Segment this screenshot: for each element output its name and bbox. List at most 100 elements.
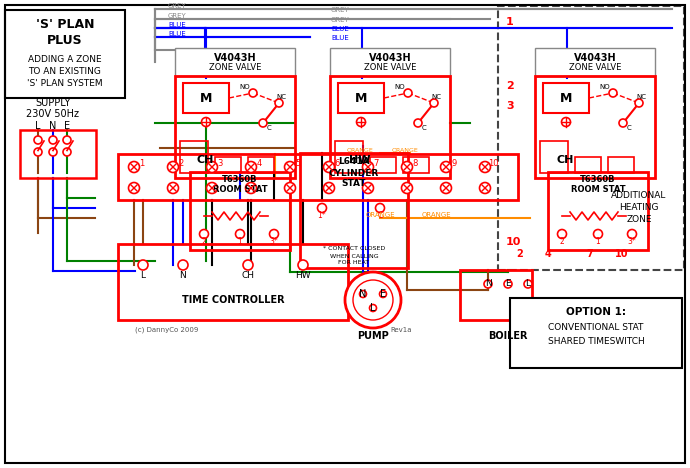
Bar bbox=[300, 153, 408, 268]
Text: 2: 2 bbox=[506, 81, 514, 91]
Text: V4043H: V4043H bbox=[214, 53, 256, 63]
Circle shape bbox=[128, 183, 139, 193]
Bar bbox=[543, 83, 589, 113]
Text: FOR HEAT: FOR HEAT bbox=[338, 261, 370, 265]
Circle shape bbox=[63, 148, 71, 156]
Text: TIME CONTROLLER: TIME CONTROLLER bbox=[181, 295, 284, 305]
Text: T6360B: T6360B bbox=[222, 176, 258, 184]
Circle shape bbox=[259, 119, 267, 127]
Text: V4043H: V4043H bbox=[573, 53, 616, 63]
Circle shape bbox=[34, 148, 42, 156]
Text: 3*: 3* bbox=[270, 237, 278, 247]
Text: 4: 4 bbox=[257, 160, 262, 168]
Text: 'S' PLAN: 'S' PLAN bbox=[36, 17, 95, 30]
Bar bbox=[335, 141, 363, 173]
Bar bbox=[338, 83, 384, 113]
Circle shape bbox=[270, 229, 279, 239]
Bar bbox=[183, 83, 229, 113]
Text: HEATING: HEATING bbox=[619, 203, 659, 212]
Text: 10: 10 bbox=[506, 237, 522, 247]
Bar bbox=[403, 157, 429, 173]
Text: 3: 3 bbox=[506, 101, 513, 111]
Circle shape bbox=[246, 161, 257, 173]
Text: M: M bbox=[355, 92, 367, 104]
Circle shape bbox=[324, 183, 335, 193]
Circle shape bbox=[317, 204, 326, 212]
Text: NC: NC bbox=[431, 94, 441, 100]
Text: 2: 2 bbox=[179, 160, 184, 168]
Text: BLUE: BLUE bbox=[168, 22, 186, 28]
Bar bbox=[190, 172, 290, 250]
Text: N: N bbox=[49, 121, 57, 131]
Text: E: E bbox=[505, 279, 511, 288]
Bar bbox=[175, 76, 295, 178]
Text: C: C bbox=[627, 125, 631, 131]
Circle shape bbox=[380, 291, 386, 298]
Bar bbox=[510, 298, 682, 368]
Text: C: C bbox=[422, 125, 426, 131]
Text: E: E bbox=[380, 289, 386, 299]
Circle shape bbox=[619, 119, 627, 127]
Text: 1: 1 bbox=[139, 160, 145, 168]
Circle shape bbox=[206, 183, 217, 193]
Text: ADDITIONAL: ADDITIONAL bbox=[611, 190, 667, 199]
Text: 4: 4 bbox=[544, 249, 551, 259]
Circle shape bbox=[524, 280, 532, 288]
Text: ORANGE: ORANGE bbox=[346, 147, 373, 153]
Circle shape bbox=[275, 99, 283, 107]
Circle shape bbox=[404, 89, 412, 97]
Text: 5: 5 bbox=[295, 160, 301, 168]
Circle shape bbox=[375, 204, 384, 212]
Text: 7: 7 bbox=[373, 160, 379, 168]
Circle shape bbox=[298, 260, 308, 270]
Bar bbox=[548, 172, 648, 250]
Text: ADDING A ZONE: ADDING A ZONE bbox=[28, 56, 102, 65]
Circle shape bbox=[49, 136, 57, 144]
Circle shape bbox=[249, 89, 257, 97]
Text: TO AN EXISTING: TO AN EXISTING bbox=[28, 67, 101, 76]
Text: ORANGE: ORANGE bbox=[392, 147, 418, 153]
Text: ORANGE: ORANGE bbox=[365, 212, 395, 218]
Text: L: L bbox=[35, 121, 41, 131]
Text: 10: 10 bbox=[615, 249, 629, 259]
Text: M: M bbox=[560, 92, 572, 104]
Bar bbox=[540, 141, 568, 173]
Circle shape bbox=[362, 161, 373, 173]
Bar bbox=[460, 270, 532, 320]
Text: 2: 2 bbox=[201, 237, 206, 247]
Bar bbox=[20, 130, 96, 178]
Text: SUPPLY: SUPPLY bbox=[35, 98, 70, 108]
Text: ZONE VALVE: ZONE VALVE bbox=[209, 64, 262, 73]
Circle shape bbox=[480, 183, 491, 193]
Circle shape bbox=[414, 119, 422, 127]
Text: C: C bbox=[266, 125, 271, 131]
Text: 3*: 3* bbox=[628, 237, 636, 247]
Bar bbox=[575, 157, 601, 173]
Circle shape bbox=[440, 183, 451, 193]
Text: 1*: 1* bbox=[317, 212, 326, 220]
Text: HW: HW bbox=[295, 271, 310, 280]
Circle shape bbox=[246, 183, 257, 193]
Text: CH: CH bbox=[556, 155, 573, 165]
Text: CH: CH bbox=[197, 155, 214, 165]
Text: PUMP: PUMP bbox=[357, 331, 389, 341]
Circle shape bbox=[138, 260, 148, 270]
Circle shape bbox=[370, 305, 377, 312]
Circle shape bbox=[402, 161, 413, 173]
Bar bbox=[498, 6, 684, 270]
Text: L: L bbox=[371, 303, 376, 313]
Bar bbox=[5, 10, 125, 98]
Circle shape bbox=[402, 183, 413, 193]
Bar bbox=[330, 76, 450, 178]
Text: OPTION 1:: OPTION 1: bbox=[566, 307, 626, 317]
Text: CH: CH bbox=[241, 271, 255, 280]
Circle shape bbox=[168, 161, 179, 173]
Circle shape bbox=[627, 229, 636, 239]
Text: NC: NC bbox=[636, 94, 646, 100]
Text: L: L bbox=[526, 279, 531, 288]
Text: WHEN CALLING: WHEN CALLING bbox=[330, 254, 378, 258]
Circle shape bbox=[345, 272, 401, 328]
Text: 8: 8 bbox=[413, 160, 417, 168]
Bar bbox=[248, 157, 274, 173]
Text: HW: HW bbox=[349, 155, 371, 165]
